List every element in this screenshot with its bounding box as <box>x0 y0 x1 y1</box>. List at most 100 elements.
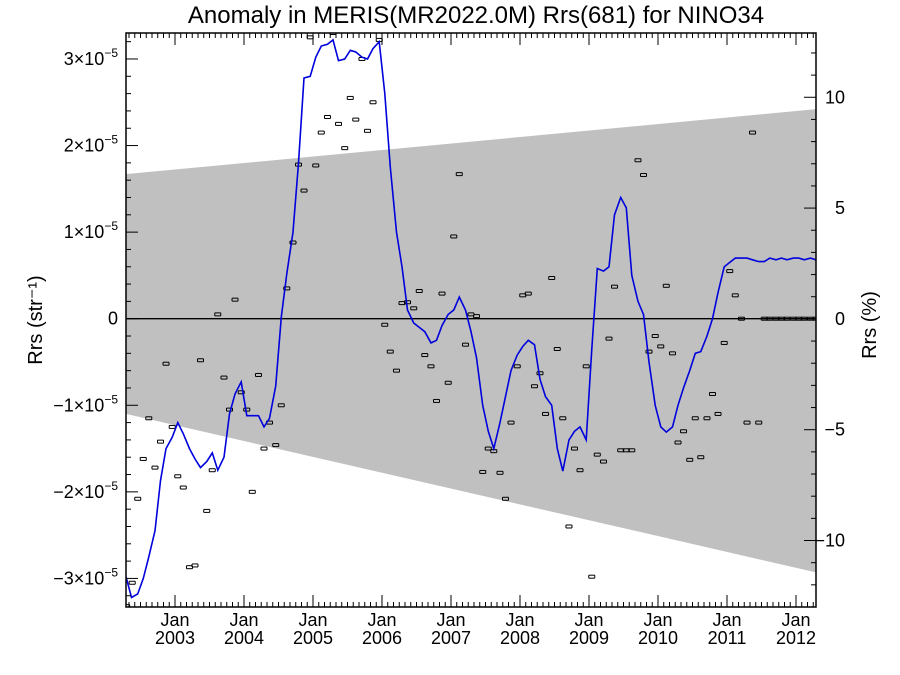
data-point <box>611 284 619 289</box>
data-point <box>565 524 573 529</box>
data-point <box>703 416 711 421</box>
data-point <box>433 398 440 403</box>
y2-tick-label: 0 <box>835 309 845 329</box>
data-point <box>444 380 452 385</box>
data-point <box>438 291 446 296</box>
data-point <box>749 130 757 135</box>
x-tick-month-label: Jan <box>781 610 810 630</box>
data-point <box>214 312 222 317</box>
y-tick-label: −2×10−5 <box>53 479 118 502</box>
data-point <box>410 306 418 311</box>
data-point <box>507 420 515 425</box>
data-point <box>364 128 371 133</box>
data-point <box>168 424 176 429</box>
x-tick-month-label: Jan <box>574 610 603 630</box>
uncertainty-band <box>126 109 816 573</box>
y2-tick-label: 10 <box>825 87 845 107</box>
data-point <box>502 496 509 501</box>
data-point <box>640 172 647 177</box>
data-point <box>755 420 763 425</box>
data-point <box>473 314 481 319</box>
data-point <box>179 485 187 490</box>
data-point <box>174 474 182 479</box>
data-point <box>714 411 722 416</box>
data-point <box>524 291 532 296</box>
data-point <box>421 353 429 358</box>
x-tick-month-label: Jan <box>160 610 189 630</box>
data-point <box>686 457 694 462</box>
data-point <box>662 283 670 288</box>
data-point <box>548 276 556 281</box>
y-tick-label: 2×10−5 <box>64 133 119 156</box>
data-point <box>461 342 469 347</box>
data-point <box>593 452 601 457</box>
data-point <box>386 349 394 354</box>
y-tick-label: 0 <box>108 309 118 329</box>
data-point <box>191 563 199 568</box>
data-point <box>300 188 308 193</box>
data-point <box>260 446 268 451</box>
data-point <box>599 459 607 464</box>
data-point <box>726 269 734 274</box>
data-point <box>530 384 538 389</box>
y-tick-label: −1×10−5 <box>53 392 118 415</box>
data-point <box>162 361 170 366</box>
data-point <box>203 508 211 513</box>
x-tick-year-label: 2009 <box>569 628 609 648</box>
data-point <box>197 358 205 363</box>
data-point <box>634 158 642 163</box>
data-point <box>674 440 682 445</box>
data-point <box>691 416 699 421</box>
data-point <box>317 130 325 135</box>
data-point <box>496 470 504 475</box>
data-point <box>254 372 262 377</box>
x-tick-month-label: Jan <box>643 610 672 630</box>
data-point <box>128 580 136 585</box>
data-point <box>145 416 153 421</box>
data-point <box>220 375 228 380</box>
data-point <box>312 163 320 168</box>
data-point <box>323 114 331 119</box>
y-tick-label: 3×10−5 <box>64 46 119 69</box>
data-point <box>427 364 435 369</box>
y2-tick-label: −5 <box>824 420 845 440</box>
chart-title: Anomaly in MERIS(MR2022.0M) Rrs(681) for… <box>188 2 764 29</box>
x-tick-month-label: Jan <box>229 610 258 630</box>
y-tick-label: 1×10−5 <box>64 219 119 242</box>
x-tick-month-label: Jan <box>712 610 741 630</box>
data-point <box>306 35 314 40</box>
data-point <box>731 293 739 298</box>
y2-tick-label: −10 <box>814 531 845 551</box>
anomaly-series-line <box>126 38 816 599</box>
data-point <box>490 449 498 454</box>
data-point <box>341 146 349 151</box>
data-point <box>657 344 665 349</box>
data-point <box>680 429 688 434</box>
data-point <box>737 316 745 321</box>
data-point <box>139 456 147 461</box>
data-point <box>381 322 389 327</box>
plot-frame <box>125 32 817 608</box>
x-tick-year-label: 2006 <box>362 628 402 648</box>
data-point <box>335 121 343 126</box>
data-point <box>450 234 458 239</box>
data-point <box>628 448 636 453</box>
x-tick-year-label: 2008 <box>500 628 540 648</box>
data-point <box>576 468 584 473</box>
x-tick-year-label: 2010 <box>638 628 678 648</box>
y2-tick-label: 5 <box>835 198 845 218</box>
data-point <box>392 368 400 373</box>
data-point <box>605 336 613 341</box>
data-point <box>651 334 659 339</box>
data-point <box>720 340 728 345</box>
data-point <box>571 446 578 451</box>
y-axis-right-label: Rrs (%) <box>859 291 881 359</box>
data-point <box>588 574 596 579</box>
data-point <box>479 469 487 474</box>
data-point <box>415 288 423 293</box>
data-point <box>542 411 550 416</box>
x-tick-year-label: 2004 <box>224 628 264 648</box>
x-tick-month-label: Jan <box>436 610 465 630</box>
data-point <box>553 347 561 352</box>
data-point <box>513 364 521 369</box>
